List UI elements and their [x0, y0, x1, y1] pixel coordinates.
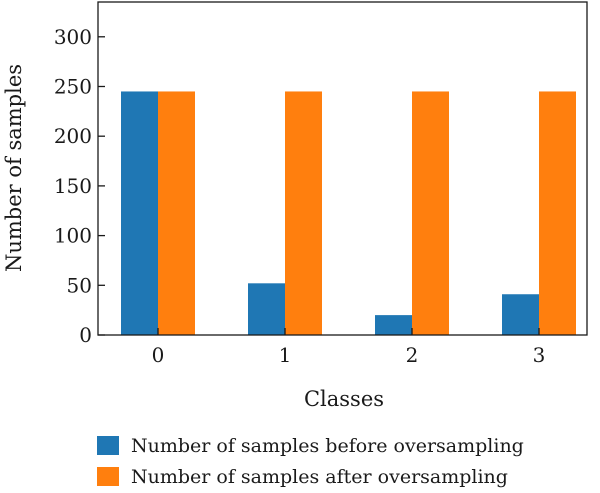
- y-tick-label: 150: [54, 174, 92, 198]
- legend: Number of samples before oversampling Num…: [97, 435, 524, 488]
- legend-swatch-before: [97, 436, 119, 455]
- y-tick-label: 250: [54, 74, 92, 98]
- y-tick-label: 50: [67, 273, 92, 297]
- bar-after-class-2: [412, 91, 449, 336]
- x-axis-title: Classes: [304, 387, 384, 411]
- legend-swatch-after: [97, 467, 119, 486]
- x-tick-label: 1: [279, 343, 292, 367]
- x-tick-label: 0: [152, 343, 165, 367]
- legend-label-after: Number of samples after oversampling: [131, 466, 508, 488]
- plot-frame: [97, 1, 588, 336]
- bar-before-class-2: [375, 315, 412, 335]
- x-tick-label: 3: [533, 343, 546, 367]
- x-tick-label: 2: [406, 343, 419, 367]
- y-axis-title: Number of samples: [2, 64, 26, 272]
- y-tick-label: 200: [54, 124, 92, 148]
- bar-before-class-1: [248, 283, 285, 335]
- bar-before-class-3: [502, 294, 539, 335]
- bar-before-class-0: [121, 91, 158, 336]
- y-tick-label: 300: [54, 25, 92, 49]
- x-axis: 0 1 2 3: [152, 328, 546, 367]
- bars-group: [121, 91, 576, 336]
- bar-after-class-0: [158, 91, 195, 336]
- y-tick-label: 0: [79, 323, 92, 347]
- bar-after-class-1: [285, 91, 322, 336]
- legend-label-before: Number of samples before oversampling: [131, 435, 524, 457]
- y-axis: 0 50 100 150 200 250 300: [54, 25, 105, 347]
- y-tick-label: 100: [54, 224, 92, 248]
- bar-after-class-3: [539, 91, 576, 336]
